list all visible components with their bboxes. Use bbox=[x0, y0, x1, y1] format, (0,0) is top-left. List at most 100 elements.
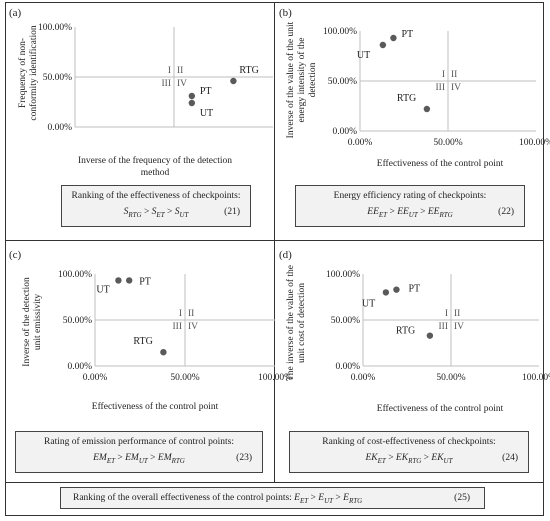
overall-ranking-text: Ranking of the overall effectiveness of … bbox=[73, 493, 363, 505]
greater-than-sign: > bbox=[308, 493, 319, 503]
equation-number: (22) bbox=[498, 207, 514, 217]
formula-term: SRTG bbox=[123, 207, 142, 219]
y-tick-label: 0.00% bbox=[67, 362, 92, 372]
quadrant-label: II bbox=[451, 70, 457, 80]
greater-than-sign: > bbox=[387, 207, 398, 217]
quadrant-label: I bbox=[445, 309, 448, 319]
data-label-rtg: RTG bbox=[397, 93, 416, 104]
equation-formula: SRTG > SET > SUT bbox=[62, 207, 250, 219]
equation-box: Ranking of the effectiveness of checkpoi… bbox=[61, 185, 251, 227]
data-point-rtg bbox=[423, 105, 431, 113]
formula-term: EET bbox=[294, 493, 309, 505]
y-tick-label: 0.00% bbox=[47, 123, 72, 133]
quadrant-label: IV bbox=[177, 79, 187, 89]
data-point-pt bbox=[126, 277, 133, 284]
quadrant-label: II bbox=[177, 66, 183, 76]
equation-box: Rating of emission performance of contro… bbox=[15, 431, 263, 473]
panel-c: (c) I II III IV 0.00% 50.00% 100.00% 0.00% 50.00… bbox=[5, 241, 292, 482]
data-point-rtg bbox=[426, 332, 434, 339]
panel-b: (b) I II III IV 0.00% 50.00% 100.00% 0.00% 50.00… bbox=[275, 2, 550, 240]
y-tick-label: 100.00% bbox=[58, 270, 92, 280]
x-tick-label: 50.00% bbox=[170, 373, 199, 383]
greater-than-sign: > bbox=[333, 493, 344, 503]
formula-term: ERTG bbox=[343, 493, 363, 505]
quadrant-label: IV bbox=[188, 322, 198, 332]
panel-divider-vertical bbox=[274, 2, 275, 482]
formula-term: EMUT bbox=[125, 453, 148, 465]
data-point-ut bbox=[382, 289, 390, 296]
y-tick-label: 0.00% bbox=[332, 127, 357, 137]
equation-box: Ranking of cost-effectiveness of checkpo… bbox=[289, 431, 529, 473]
greater-than-sign: > bbox=[141, 207, 152, 217]
equation-box: Energy efficiency rating of checkpoints:… bbox=[295, 185, 525, 227]
data-label-pt: PT bbox=[200, 86, 212, 97]
overall-ranking-number: (25) bbox=[454, 493, 470, 503]
greater-than-sign: > bbox=[417, 207, 428, 217]
formula-term: EUT bbox=[318, 493, 334, 505]
equation-title: Energy efficiency rating of checkpoints: bbox=[333, 191, 487, 201]
panel-d: (d) I II III IV 0.00% 50.00% 100.00% 0.00% 50.00… bbox=[275, 241, 550, 482]
quadrant-label: II bbox=[188, 309, 194, 319]
x-tick-label: 0.00% bbox=[83, 373, 108, 383]
y-tick-label: 0.00% bbox=[335, 362, 360, 372]
data-point-pt bbox=[188, 92, 196, 100]
data-label-pt: PT bbox=[401, 29, 413, 40]
x-tick-label: 100.00% bbox=[519, 138, 550, 148]
quadrant-label: I bbox=[442, 70, 445, 80]
panel-a: (a) I II III IV 0.00% 50.00% 100.00% RTG PT UT Fr… bbox=[5, 2, 274, 240]
formula-term: EKET bbox=[365, 453, 386, 465]
x-axis-label: Inverse of the frequency of the detectio… bbox=[77, 156, 233, 178]
y-tick-label: 50.00% bbox=[43, 73, 72, 83]
formula-term: SET bbox=[151, 207, 165, 219]
formula-term: EMET bbox=[93, 453, 116, 465]
data-point-rtg bbox=[230, 77, 237, 85]
bottom-divider bbox=[5, 482, 544, 483]
data-label-ut: UT bbox=[200, 108, 213, 119]
formula-term: EMRTG bbox=[157, 453, 185, 465]
equation-number: (23) bbox=[236, 453, 252, 463]
data-point-rtg bbox=[160, 349, 167, 356]
greater-than-sign: > bbox=[115, 453, 126, 463]
equation-formula: EEET > EEUT > EERTG bbox=[296, 207, 524, 219]
quadrant-label: III bbox=[439, 322, 449, 332]
overall-ranking-box: Ranking of the overall effectiveness of … bbox=[60, 487, 485, 509]
quadrant-label: I bbox=[168, 66, 171, 76]
greater-than-sign: > bbox=[164, 207, 175, 217]
formula-term: EKRTG bbox=[395, 453, 422, 465]
formula-term: EEUT bbox=[397, 207, 418, 219]
quadrant-label: IV bbox=[451, 83, 461, 93]
x-tick-label: 100.00% bbox=[258, 373, 292, 383]
x-axis-label: Effectiveness of the control point bbox=[376, 159, 504, 169]
equation-formula: EKET > EKRTG > EKUT bbox=[290, 453, 528, 465]
data-label-rtg: RTG bbox=[133, 336, 152, 347]
x-axis-label: Effectiveness of the control point bbox=[91, 402, 219, 412]
quadrant-label: III bbox=[162, 79, 172, 89]
y-axis-label: Inverse of the value of the unit energy … bbox=[286, 21, 318, 139]
x-tick-label: 0.00% bbox=[348, 138, 373, 148]
panel-letter: (d) bbox=[279, 249, 292, 261]
formula-term: EERTG bbox=[427, 207, 453, 219]
greater-than-sign: > bbox=[147, 453, 158, 463]
formula-term: SUT bbox=[174, 207, 189, 219]
equation-title: Rating of emission performance of contro… bbox=[44, 437, 234, 447]
data-label-pt: PT bbox=[408, 284, 420, 295]
x-tick-label: 100.00% bbox=[522, 373, 550, 383]
quadrant-label: IV bbox=[454, 322, 464, 332]
panel-letter: (c) bbox=[9, 249, 22, 261]
y-tick-label: 50.00% bbox=[331, 316, 360, 326]
overall-ranking-formula: EET > EUT > ERTG bbox=[294, 493, 363, 505]
equation-number: (24) bbox=[502, 453, 518, 463]
greater-than-sign: > bbox=[385, 453, 396, 463]
y-tick-label: 50.00% bbox=[63, 316, 92, 326]
data-label-ut: UT bbox=[96, 284, 109, 295]
x-tick-label: 50.00% bbox=[436, 373, 465, 383]
quadrant-label: II bbox=[454, 309, 460, 319]
data-point-pt bbox=[390, 34, 397, 42]
data-point-ut bbox=[379, 41, 387, 49]
quadrant-label: I bbox=[179, 309, 182, 319]
panel-letter: (b) bbox=[279, 7, 292, 19]
y-tick-label: 100.00% bbox=[326, 270, 360, 280]
